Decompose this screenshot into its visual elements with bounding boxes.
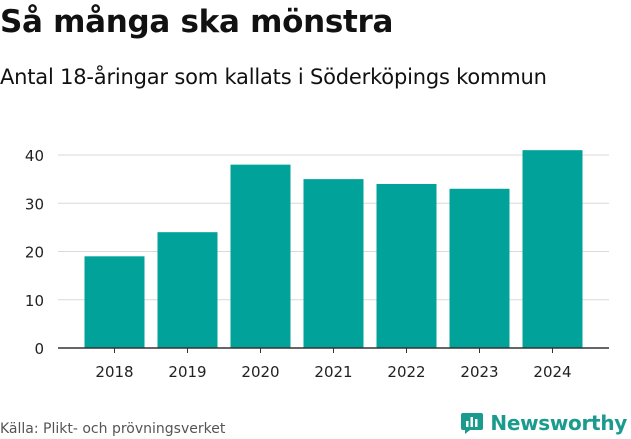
x-tick-label: 2018 [95,363,133,381]
logo-bar-2 [470,417,474,427]
bar-2023 [449,188,510,348]
bar-2018 [84,256,145,348]
bar-2021 [303,179,364,348]
y-tick-label: 10 [25,292,44,310]
bar-2020 [230,164,291,348]
x-tick-label: 2021 [314,363,352,381]
brand-logo: Newsworthy [460,409,627,437]
y-tick-label: 30 [25,195,44,213]
brand-name: Newsworthy [490,411,627,435]
x-tick-label: 2022 [387,363,425,381]
chart-subtitle: Antal 18-åringar som kallats i Söderköpi… [0,65,547,89]
x-tick-label: 2019 [168,363,206,381]
logo-bar-3 [475,419,478,427]
x-tick-label: 2024 [533,363,571,381]
bar-2019 [157,232,218,348]
bars [84,150,583,348]
bar-2022 [376,183,437,348]
y-tick-label: 40 [25,147,44,165]
y-axis-ticks: 0 10 20 30 40 [25,147,44,358]
x-axis-ticks: 2018 2019 2020 2021 2022 2023 2024 [95,348,572,381]
logo-bar-1 [466,421,469,427]
x-tick-label: 2023 [460,363,498,381]
y-tick-label: 20 [25,244,44,262]
bar-2024 [522,150,583,348]
source-note: Källa: Plikt- och prövningsverket [0,421,226,437]
chart-title: Så många ska mönstra [0,4,394,40]
y-tick-label: 0 [34,340,44,358]
x-tick-label: 2020 [241,363,279,381]
newsworthy-logo-icon [461,413,484,434]
bar-chart: 0 10 20 30 40 2018 2019 2020 2021 2022 2023 2024 [25,147,609,381]
